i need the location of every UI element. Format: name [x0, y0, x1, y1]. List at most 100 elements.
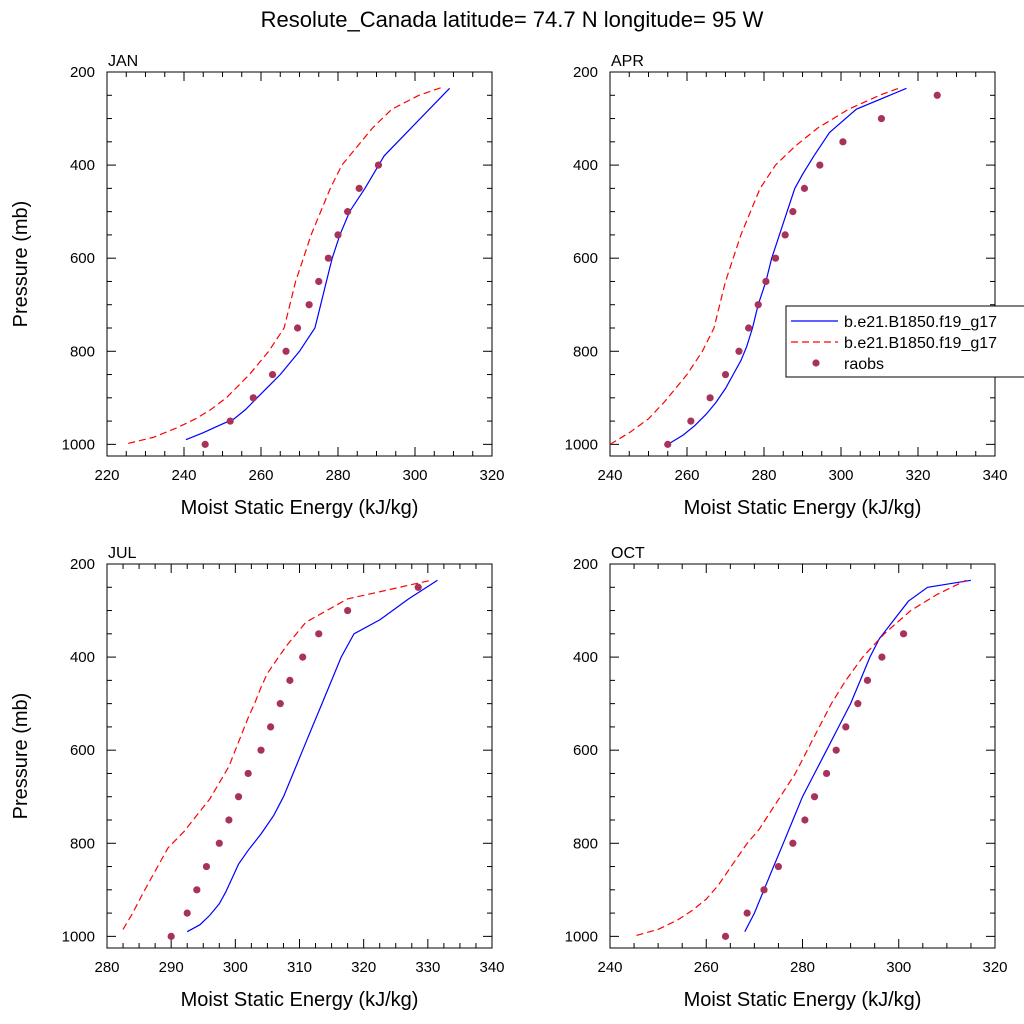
y-tick-label: 1000: [62, 436, 95, 453]
raobs-point: [299, 653, 307, 661]
y-tick-label: 400: [70, 649, 95, 666]
series-group: [610, 87, 941, 448]
plot-frame: [609, 71, 996, 457]
y-tick-label: 200: [70, 556, 95, 573]
raobs-point: [249, 394, 257, 402]
y-tick-label: 400: [70, 157, 95, 174]
x-tick-label: 240: [597, 467, 622, 484]
y-tick-label: 800: [573, 835, 598, 852]
y-tick-label: 600: [70, 250, 95, 267]
raobs-point: [193, 886, 201, 894]
model-line-dashed: [128, 86, 443, 444]
raobs-point: [268, 370, 277, 379]
raobs-point: [762, 277, 770, 286]
raobs-point: [183, 909, 191, 917]
raobs-point: [899, 630, 908, 638]
raobs-point: [721, 932, 730, 940]
raobs-point: [226, 417, 234, 425]
raobs-point: [801, 816, 809, 824]
x-tick-label: 260: [248, 467, 273, 484]
raobs-point: [760, 886, 768, 894]
raobs-point: [789, 839, 797, 847]
y-tick-label: 800: [573, 343, 598, 360]
legend-label: raobs: [844, 356, 884, 373]
panel-label: JUL: [108, 545, 137, 562]
y-tick-label: 400: [573, 157, 598, 174]
raobs-point: [774, 862, 783, 871]
y-tick-label: 200: [70, 64, 95, 81]
legend-label: b.e21.B1850.f19_g17: [844, 335, 997, 352]
raobs-point: [202, 862, 211, 871]
panel-jan: 220 240 260 280 300 320 200 400 600 800 1000 JAN Moi…: [10, 53, 505, 519]
raobs-point: [414, 583, 422, 591]
raobs-point: [781, 231, 789, 239]
x-tick-label: 330: [415, 959, 440, 976]
raobs-point: [687, 417, 695, 425]
x-tick-label: 300: [886, 959, 911, 976]
raobs-point: [225, 816, 233, 824]
model-line-solid: [186, 579, 438, 933]
x-axis-label: Moist Static Energy (kJ/kg): [684, 989, 922, 1011]
raobs-point: [215, 839, 223, 847]
x-tick-label: 260: [694, 959, 719, 976]
raobs-point: [234, 793, 243, 801]
panel-label: OCT: [611, 545, 645, 562]
raobs-point: [842, 723, 850, 731]
x-tick-label: 290: [159, 959, 184, 976]
raobs-point: [201, 440, 209, 448]
raobs-point: [832, 746, 840, 754]
raobs-point: [257, 746, 265, 754]
series-group: [122, 579, 438, 940]
model-line-solid: [744, 579, 971, 932]
raobs-point: [286, 676, 294, 684]
x-tick-label: 280: [751, 467, 776, 484]
x-tick-label: 320: [351, 959, 376, 976]
y-tick-label: 200: [573, 64, 598, 81]
plot-frame: [106, 563, 493, 949]
raobs-point: [743, 909, 751, 917]
x-tick-label: 280: [790, 959, 815, 976]
series-group: [636, 579, 971, 940]
y-axis-label: Pressure (mb): [10, 693, 32, 820]
raobs-point: [754, 301, 762, 309]
x-tick-label: 300: [828, 467, 853, 484]
x-tick-label: 240: [171, 467, 196, 484]
y-tick-label: 1000: [62, 928, 95, 945]
raobs-point: [745, 324, 753, 332]
raobs-point: [789, 208, 797, 216]
x-axis-label: Moist Static Energy (kJ/kg): [684, 497, 922, 519]
raobs-point: [822, 769, 831, 778]
raobs-point: [810, 793, 819, 801]
raobs-point: [854, 700, 862, 708]
x-tick-label: 320: [905, 467, 930, 484]
y-tick-label: 600: [70, 742, 95, 759]
raobs-point: [344, 208, 352, 216]
raobs-point: [374, 161, 383, 169]
raobs-point: [863, 676, 872, 684]
raobs-point: [244, 769, 252, 778]
x-tick-label: 340: [982, 467, 1007, 484]
raobs-point: [735, 347, 743, 355]
raobs-point: [276, 700, 284, 708]
x-tick-label: 240: [597, 959, 622, 976]
legend: b.e21.B1850.f19_g17 b.e21.B1850.f19_g17ra…: [785, 305, 1024, 378]
x-axis-label: Moist Static Energy (kJ/kg): [181, 497, 419, 519]
raobs-point: [315, 277, 323, 286]
raobs-point: [355, 184, 363, 192]
model-line-solid: [667, 87, 907, 445]
raobs-point: [877, 114, 886, 123]
raobs-point: [267, 723, 275, 731]
x-tick-label: 320: [479, 467, 504, 484]
model-line-dashed: [636, 579, 967, 936]
panel-label: APR: [611, 53, 644, 70]
y-tick-label: 800: [70, 343, 95, 360]
model-line-dashed: [122, 579, 432, 930]
y-tick-label: 600: [573, 250, 598, 267]
y-tick-label: 400: [573, 649, 598, 666]
raobs-point: [878, 653, 886, 661]
raobs-point: [334, 231, 342, 239]
x-tick-label: 280: [325, 467, 350, 484]
raobs-point: [771, 254, 780, 262]
panel-oct: 240 260 280 300 320 200 400 600 800 1000 OCT Moist …: [565, 545, 1008, 1011]
